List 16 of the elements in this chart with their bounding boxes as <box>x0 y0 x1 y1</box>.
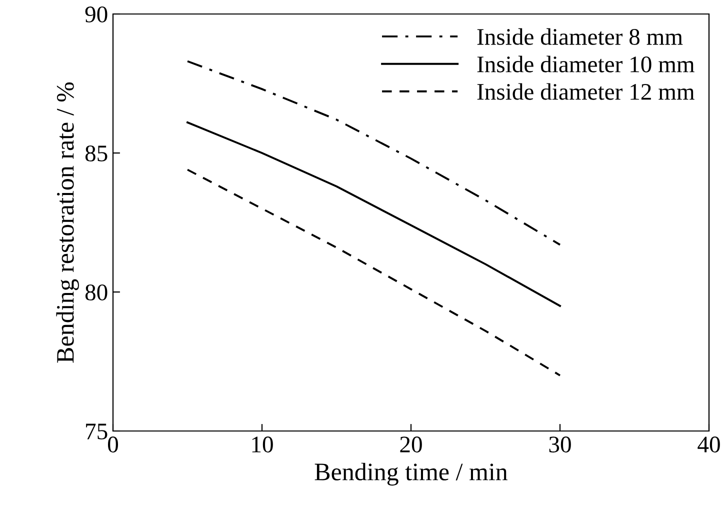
x-tick-label: 30 <box>549 436 571 452</box>
y-tick-label: 80 <box>85 284 108 300</box>
y-axis-title: Bending restoration rate / % <box>56 82 79 363</box>
x-tick-label: 0 <box>108 436 118 452</box>
y-tick-label: 85 <box>85 145 108 162</box>
x-tick-label: 40 <box>698 436 720 452</box>
legend-label: Inside diameter 8 mm <box>477 28 683 45</box>
line-series <box>186 121 561 307</box>
line-series <box>186 168 561 376</box>
y-tick-label: 90 <box>85 6 108 22</box>
x-tick-label: 10 <box>252 436 273 452</box>
legend-label: Inside diameter 12 mm <box>477 83 694 100</box>
legend-label: Inside diameter 10 mm <box>477 56 694 72</box>
x-tick-label: 20 <box>400 436 422 452</box>
y-tick-label: 75 <box>86 424 108 440</box>
x-axis-title: Bending time / min <box>314 462 508 486</box>
